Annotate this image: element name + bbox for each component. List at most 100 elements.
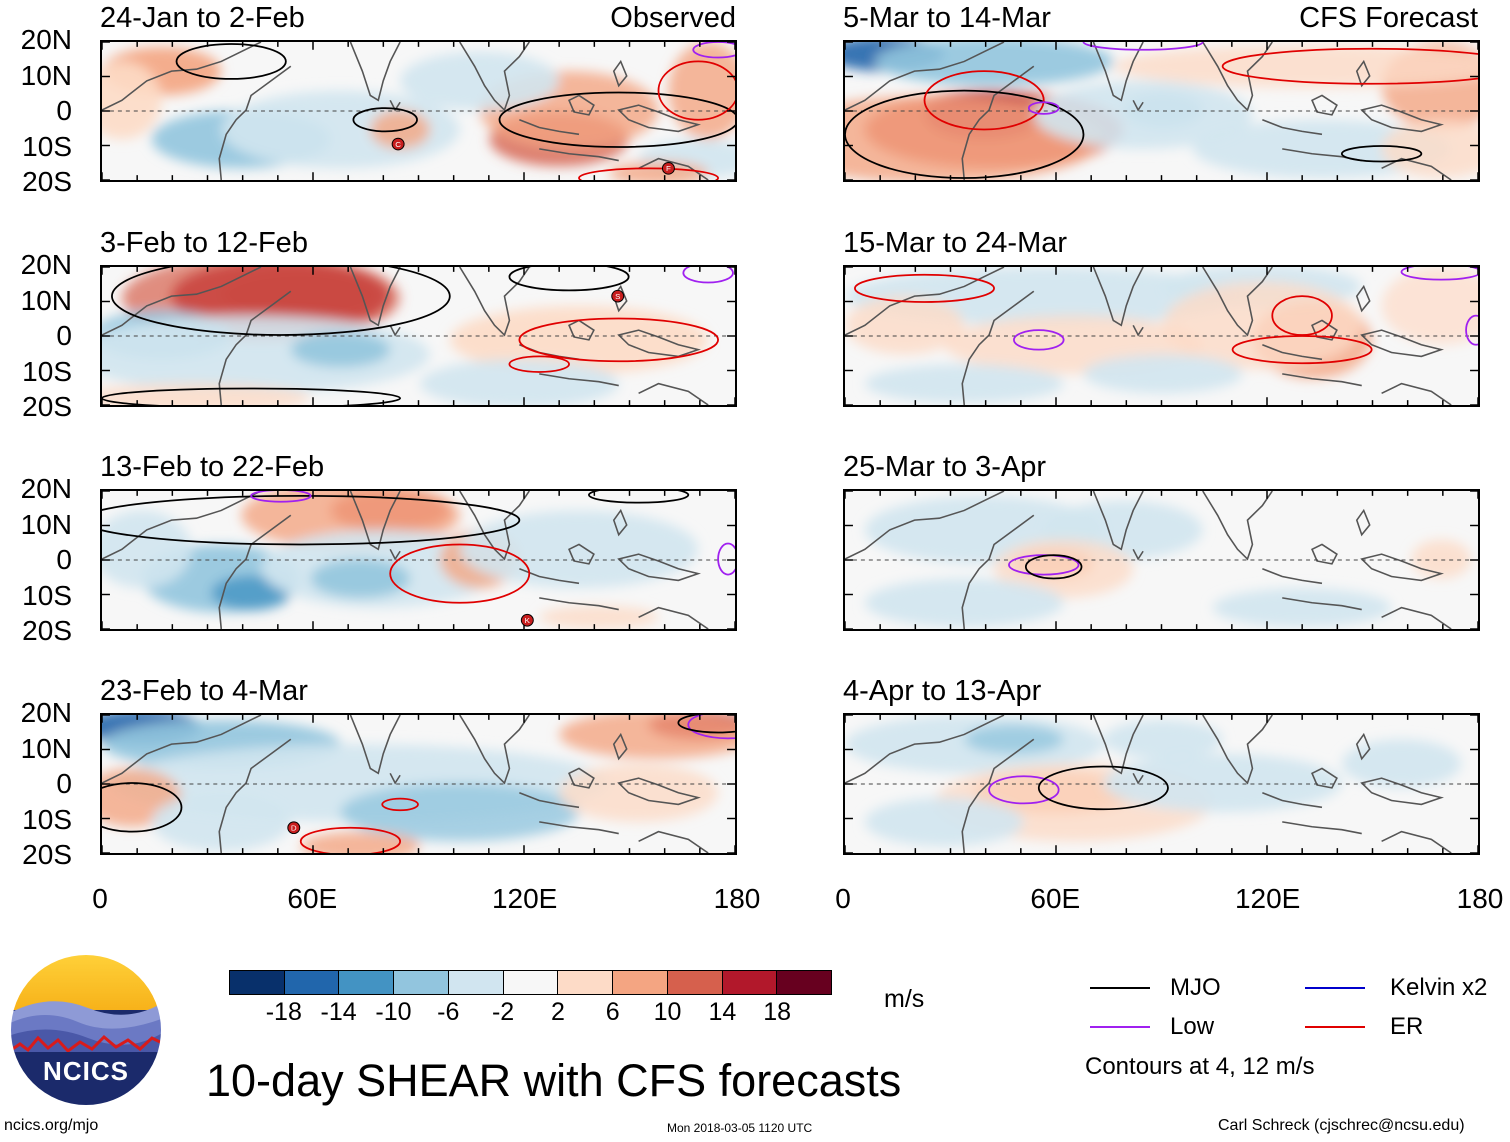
coastline: [389, 772, 401, 785]
coastline: [459, 267, 530, 337]
shear-anomaly-region: [608, 161, 709, 180]
coastline: [389, 548, 401, 561]
coastline: [1355, 284, 1371, 313]
colorbar-swatch: [776, 971, 832, 994]
latitude-label: 20N: [20, 249, 72, 280]
coastline: [459, 491, 530, 561]
wave-contour: [1082, 42, 1204, 51]
shear-field: S: [102, 267, 735, 405]
coastline: [568, 94, 595, 116]
coastline: [218, 514, 292, 629]
storm-marker-letter: C: [395, 140, 401, 149]
coastline: [612, 284, 628, 313]
wave-contour: [518, 317, 720, 363]
wave-contour: [1465, 314, 1478, 346]
storm-marker: K: [520, 613, 534, 627]
colorbar-tick-label: -18: [265, 998, 302, 1026]
coastline: [617, 553, 702, 582]
wave-contour: [588, 491, 690, 504]
main-title: 10-day SHEAR with CFS forecasts: [206, 1055, 902, 1106]
colorbar-tick-label: -6: [437, 998, 460, 1026]
wave-contour: [175, 43, 287, 80]
shear-anomaly-region: [845, 296, 965, 355]
panel-title: 5-Mar to 14-Mar: [843, 2, 1051, 34]
longitude-label: 180: [713, 883, 761, 914]
latitude-label: 20N: [20, 697, 72, 728]
colorbar: [229, 970, 832, 995]
legend-er-label: ER: [1390, 1013, 1424, 1040]
coastline: [1311, 767, 1338, 789]
latitude-label: 10S: [22, 579, 72, 611]
latitude-label: 10N: [20, 59, 72, 91]
map-panel: K: [100, 489, 737, 631]
wave-contour: [508, 355, 570, 373]
shear-anomaly-region: [1212, 588, 1392, 628]
colorbar-tick-label: 2: [550, 998, 565, 1026]
coastline: [638, 157, 709, 180]
shear-field: D: [102, 715, 735, 853]
wave-contour: [299, 826, 401, 853]
wave-contour: [845, 89, 1085, 179]
colorbar-swatch: [338, 971, 394, 994]
map-panel: [843, 489, 1480, 631]
shear-anomaly-region: [559, 763, 719, 822]
latitude-label: 20S: [22, 391, 72, 422]
colorbar-swatch: [447, 971, 503, 994]
shear-anomaly-region: [1113, 44, 1478, 88]
coastline: [1092, 267, 1144, 327]
map-panel: S: [100, 265, 737, 407]
wave-contour: [102, 387, 401, 405]
wave-contour: [111, 267, 451, 336]
coastline: [102, 715, 262, 784]
map-panel: [843, 713, 1480, 855]
footer-author: Carl Schreck (cjschrec@ncsu.edu): [1218, 1117, 1465, 1134]
coastline: [519, 119, 580, 136]
latitude-label: 10S: [22, 130, 72, 162]
wave-contour: [1340, 145, 1423, 163]
wave-contour: [988, 775, 1060, 805]
panel-title: 25-Mar to 3-Apr: [843, 451, 1047, 483]
legend-mjo-label: MJO: [1170, 974, 1221, 1001]
shear-field: [845, 491, 1478, 629]
latitude-label: 0: [56, 95, 72, 126]
coastline: [1262, 568, 1323, 585]
storm-marker-letter: F: [666, 164, 671, 173]
footer-url[interactable]: ncics.org/mjo: [4, 1117, 99, 1134]
latitude-label: 20N: [20, 473, 72, 504]
storm-marker-letter: K: [525, 616, 531, 625]
storm-marker: F: [661, 162, 675, 175]
shear-anomaly-region: [559, 715, 735, 759]
storm-marker: C: [391, 137, 405, 151]
latitude-label: 20N: [20, 24, 72, 55]
shear-anomaly-region: [1033, 80, 1253, 149]
coastline: [1381, 830, 1452, 853]
colorbar-swatch: [230, 971, 284, 994]
panel-title: 13-Feb to 22-Feb: [100, 451, 325, 483]
coastline: [612, 732, 628, 761]
wave-contour: [657, 60, 735, 121]
coastline: [459, 715, 530, 785]
colorbar-swatch: [283, 971, 339, 994]
coastline: [218, 738, 292, 853]
storm-marker-letter: D: [291, 824, 297, 833]
shear-anomaly-region: [874, 42, 1114, 86]
coastline: [1311, 319, 1338, 341]
coastline: [1381, 157, 1452, 180]
coastline: [638, 830, 709, 853]
coastline: [539, 821, 619, 835]
coastline: [1092, 491, 1144, 551]
legend-mjo-line: [1090, 987, 1150, 989]
coastline: [349, 491, 401, 551]
coastline: [1262, 119, 1323, 136]
coastline: [102, 491, 262, 560]
coastline: [1132, 548, 1144, 561]
colorbar-tick-label: -2: [491, 998, 515, 1026]
shear-anomaly-region: [1381, 267, 1478, 345]
colorbar-tick-label: -14: [320, 998, 357, 1026]
wave-contour: [677, 715, 735, 734]
coastline: [612, 508, 628, 537]
latitude-label: 10N: [20, 732, 72, 764]
colorbar-swatch: [393, 971, 448, 994]
shear-anomaly-region: [864, 797, 1024, 847]
wave-contour: [692, 42, 735, 59]
